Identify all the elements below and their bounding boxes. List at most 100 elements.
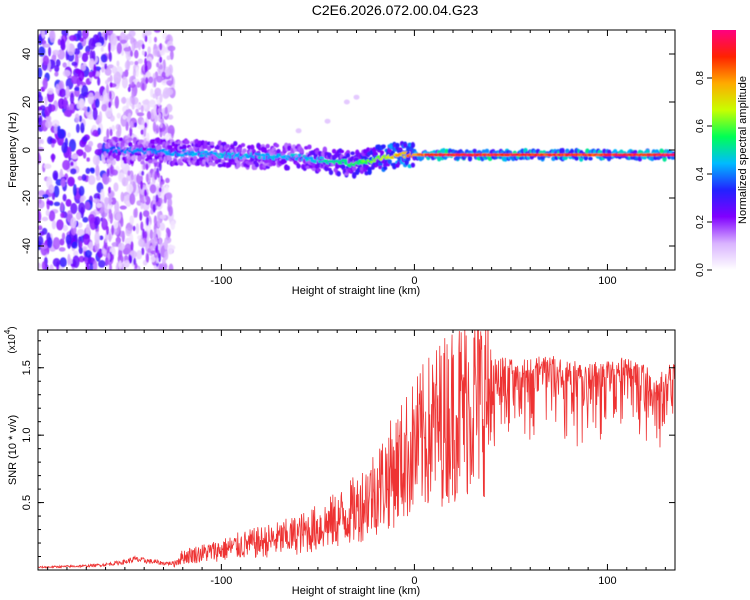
heatmap-cell (141, 82, 145, 91)
heatmap-cell (133, 122, 137, 128)
heatmap-cell (147, 248, 152, 253)
snr-y-multiplier: (x104) (3, 326, 18, 353)
heatmap-cell (49, 30, 56, 43)
heatmap-cell (42, 55, 50, 66)
heatmap-cell (165, 192, 173, 200)
heatmap-cell (80, 64, 86, 71)
heatmap-cell (114, 95, 120, 109)
heatmap-cell (104, 67, 112, 76)
heatmap-cell (133, 208, 137, 219)
heatmap-cell (81, 85, 89, 97)
heatmap-cell (351, 165, 357, 172)
heatmap-cell (122, 115, 127, 120)
heatmap-cell (94, 231, 100, 245)
heatmap-cell (143, 189, 147, 197)
heatmap-cell (40, 244, 48, 249)
heatmap-cell (79, 241, 83, 249)
heatmap-cell (53, 201, 61, 207)
heatmap-cell (155, 194, 159, 203)
heatmap-cell (131, 42, 135, 52)
heatmap-cell (110, 197, 117, 205)
x-tick-label: -100 (210, 575, 232, 587)
heatmap-cell (157, 50, 161, 58)
heatmap-cell (108, 30, 112, 35)
heatmap-cell (97, 248, 104, 258)
heatmap-cell (62, 62, 67, 68)
heatmap-cell (56, 219, 64, 231)
heatmap-cell (336, 171, 341, 177)
heatmap-cell (88, 241, 94, 251)
heatmap-cell (108, 233, 112, 242)
heatmap-cell (148, 76, 154, 84)
heatmap-cell (45, 209, 50, 217)
heatmap-cell (382, 165, 388, 171)
heatmap-cell (42, 43, 50, 48)
heatmap-cell (145, 173, 149, 183)
heatmap-cell (345, 152, 351, 158)
heatmap-cell (182, 144, 187, 148)
y-tick-label: 0 (21, 147, 33, 153)
heatmap-cell (141, 247, 145, 256)
heatmap-cell (271, 161, 277, 167)
heatmap-cell (81, 30, 89, 40)
heatmap-cell (168, 263, 174, 270)
colorbar-tick-label: 0.2 (695, 215, 706, 229)
heatmap-cell (134, 103, 142, 109)
heatmap-cell (78, 185, 85, 197)
heatmap-cell (78, 70, 85, 81)
heatmap-cell (159, 214, 167, 219)
x-tick-label: 0 (411, 575, 417, 587)
heatmap-cell (62, 159, 71, 171)
heatmap-cell (322, 146, 328, 153)
heatmap-cell (60, 201, 64, 212)
heatmap-cell (137, 235, 142, 240)
heatmap-cell (142, 99, 150, 105)
heatmap-cell (189, 150, 195, 154)
heatmap-cell (152, 195, 156, 206)
heatmap-cell (92, 129, 99, 137)
heatmap-cell (228, 161, 233, 165)
x-tick-label: 100 (598, 575, 616, 587)
heatmap-cell (99, 95, 104, 102)
snr-y-ticks: 0.5 1.0 1.5 (21, 340, 675, 558)
heatmap-cell (209, 141, 215, 146)
heatmap-cell (161, 71, 166, 78)
y-tick-label: -20 (21, 190, 33, 206)
heatmap-cell (106, 158, 111, 164)
heatmap-cell (574, 155, 579, 161)
heatmap-cell (38, 138, 42, 145)
heatmap-cell (137, 238, 144, 247)
heatmap-cell (141, 43, 145, 50)
heatmap-cell (108, 91, 112, 100)
heatmap-cell (78, 246, 84, 254)
heatmap-cell (154, 236, 158, 246)
heatmap-cell (42, 77, 48, 90)
heatmap-cell (124, 243, 132, 254)
heatmap-cell (43, 163, 52, 170)
figure-title: C2E6.2026.072.00.04.G23 (312, 2, 479, 18)
heatmap-cell (126, 97, 130, 110)
heatmap-cell (93, 260, 98, 270)
heatmap-cell (140, 129, 144, 135)
heatmap-cell (95, 175, 101, 181)
heatmap-cell (79, 98, 85, 109)
heatmap-cell (166, 55, 171, 61)
heatmap-cell (387, 148, 392, 153)
heatmap-cell (75, 211, 82, 221)
heatmap-cell (62, 224, 69, 232)
heatmap-cell (387, 159, 392, 165)
heatmap-cell (70, 161, 74, 167)
heatmap-cell (81, 245, 88, 251)
heatmap-cell (154, 170, 158, 180)
heatmap-cell (307, 144, 312, 150)
colorbar-tick-label: 0.6 (695, 119, 706, 133)
heatmap-cell (104, 232, 108, 243)
heatmap-cell (254, 162, 260, 168)
heatmap-cell (101, 66, 105, 73)
heatmap-cell (67, 146, 72, 160)
heatmap-cell (72, 255, 80, 268)
heatmap-cell (144, 64, 148, 73)
heatmap-cell (206, 141, 212, 146)
heatmap-cell (118, 137, 124, 142)
